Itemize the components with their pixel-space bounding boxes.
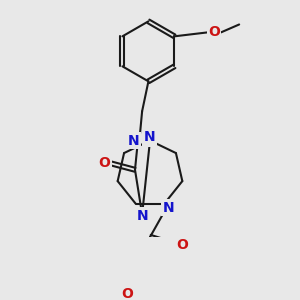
Text: N: N — [163, 201, 174, 214]
Text: N: N — [128, 134, 139, 148]
Text: N: N — [144, 130, 156, 144]
Text: N: N — [137, 208, 149, 223]
Text: O: O — [208, 26, 220, 39]
Text: O: O — [177, 238, 188, 252]
Text: O: O — [121, 287, 133, 300]
Text: H: H — [143, 132, 155, 146]
Text: O: O — [98, 157, 110, 170]
